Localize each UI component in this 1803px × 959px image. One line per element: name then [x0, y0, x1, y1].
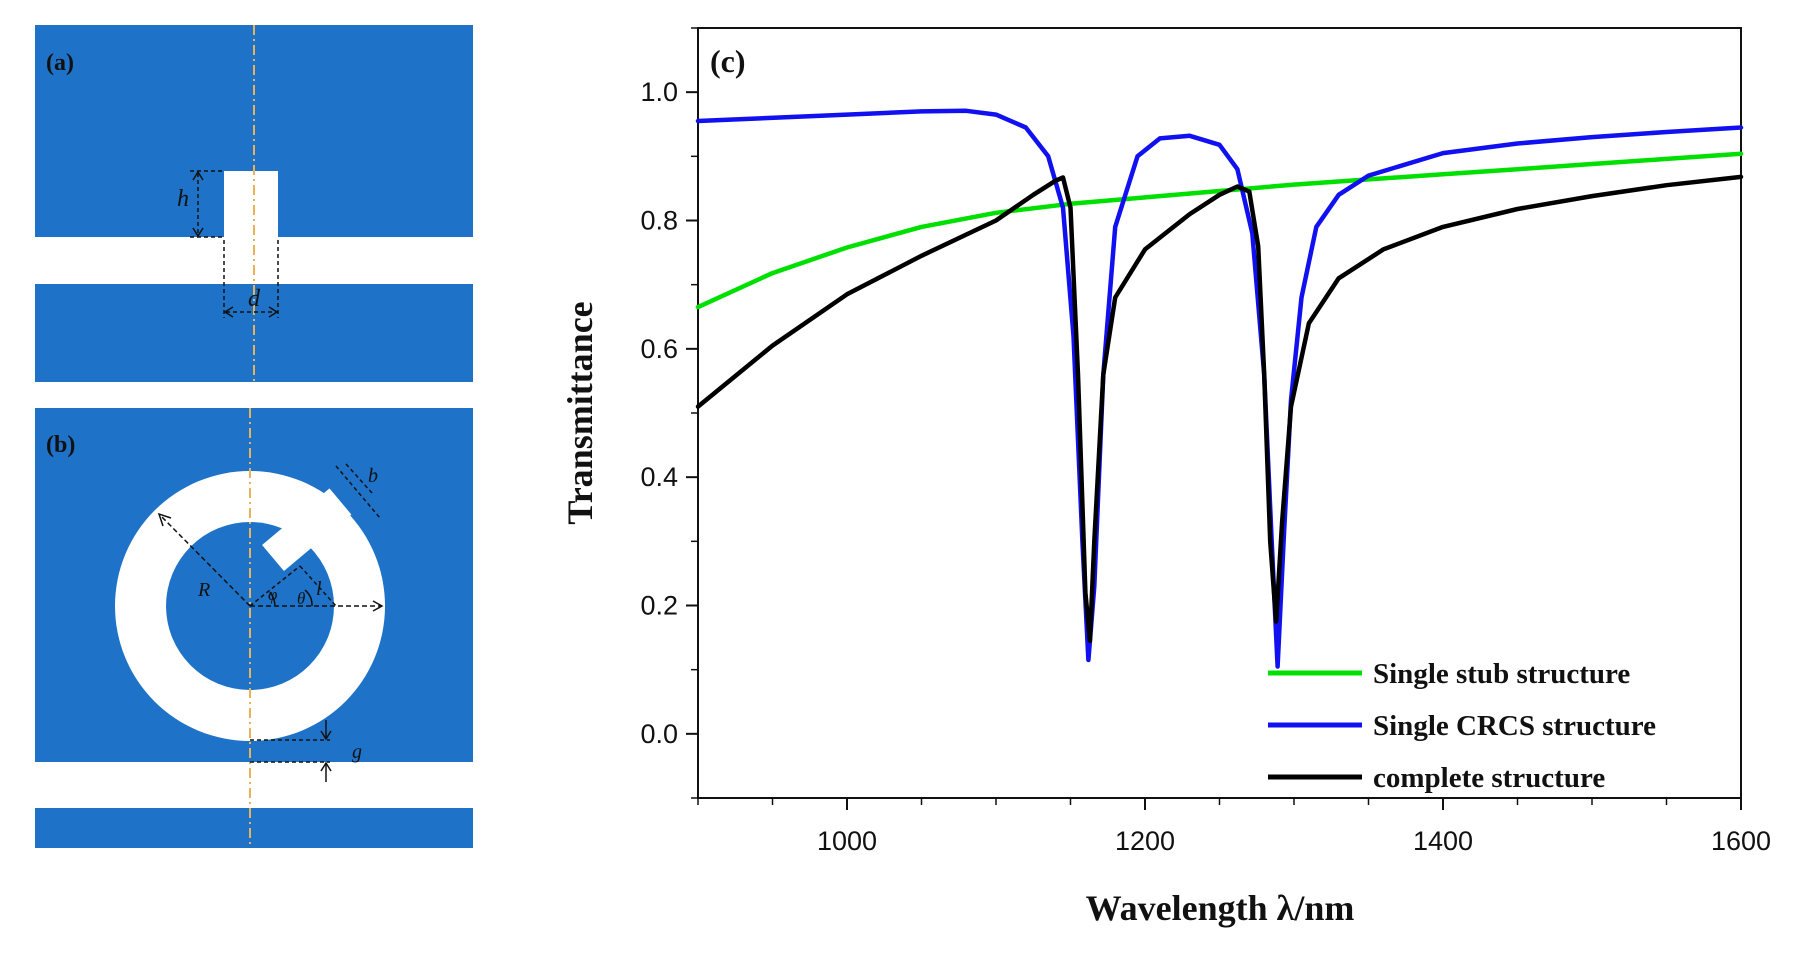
- x-axis-title: Wavelength λ/nm: [1086, 888, 1355, 928]
- legend: Single stub structure Single CRCS structu…: [1268, 658, 1656, 794]
- y-tick-label: 1.0: [640, 77, 678, 107]
- panel-a-d-dimension: [223, 240, 279, 318]
- panel-b-r-label: R: [197, 579, 210, 601]
- panel-a-stub: [224, 171, 278, 238]
- panel-b-b-label: b: [368, 465, 378, 487]
- y-tick-label: 0.0: [640, 719, 678, 749]
- series-layer: [695, 108, 1744, 669]
- panel-c-label: (c): [710, 43, 746, 79]
- y-tick-label: 0.4: [640, 462, 678, 492]
- panel-a-h-label: h: [177, 186, 189, 212]
- panel-a-h-dimension: [190, 170, 224, 238]
- x-tick-label: 1200: [1115, 826, 1175, 856]
- panel-b-rotated-stub: [262, 488, 352, 572]
- y-tick-label: 0.2: [640, 591, 678, 621]
- panel-a-d-label: d: [248, 286, 261, 312]
- panel-b-g-label: g: [352, 741, 362, 763]
- y-axis-title: Transmittance: [560, 301, 600, 524]
- series-line-2: [695, 108, 1744, 669]
- panel-b-theta-label: θ: [297, 589, 305, 608]
- panel-b-r-dimension: [157, 463, 384, 782]
- ticks-layer: 1000 1200 1400 1600 0.0 0.2 0.4 0.6 0.8 1.0: [640, 27, 1771, 856]
- series-line-3: [695, 174, 1744, 644]
- panel-b: R φ θ l b g (b): [35, 408, 473, 848]
- panel-c-chart: 1000 1200 1400 1600 0.0 0.2 0.4 0.6 0.8 1.0 Singl…: [560, 27, 1771, 928]
- legend-label-1: Single stub structure: [1373, 658, 1630, 690]
- legend-label-2: Single CRCS structure: [1373, 710, 1656, 742]
- panel-b-phi-label: φ: [268, 585, 277, 604]
- series-line-1: [695, 151, 1744, 310]
- panel-a-label: (a): [46, 50, 74, 76]
- panel-b-metal-bottom: [35, 808, 473, 848]
- panel-b-label: (b): [46, 432, 75, 458]
- x-tick-label: 1400: [1413, 826, 1473, 856]
- x-tick-label: 1000: [817, 826, 877, 856]
- x-tick-label: 1600: [1711, 826, 1771, 856]
- legend-label-3: complete structure: [1373, 762, 1605, 794]
- y-tick-label: 0.6: [640, 334, 678, 364]
- panel-a: h d (a): [35, 25, 473, 382]
- panel-b-l-label: l: [316, 578, 322, 600]
- y-tick-label: 0.8: [640, 206, 678, 236]
